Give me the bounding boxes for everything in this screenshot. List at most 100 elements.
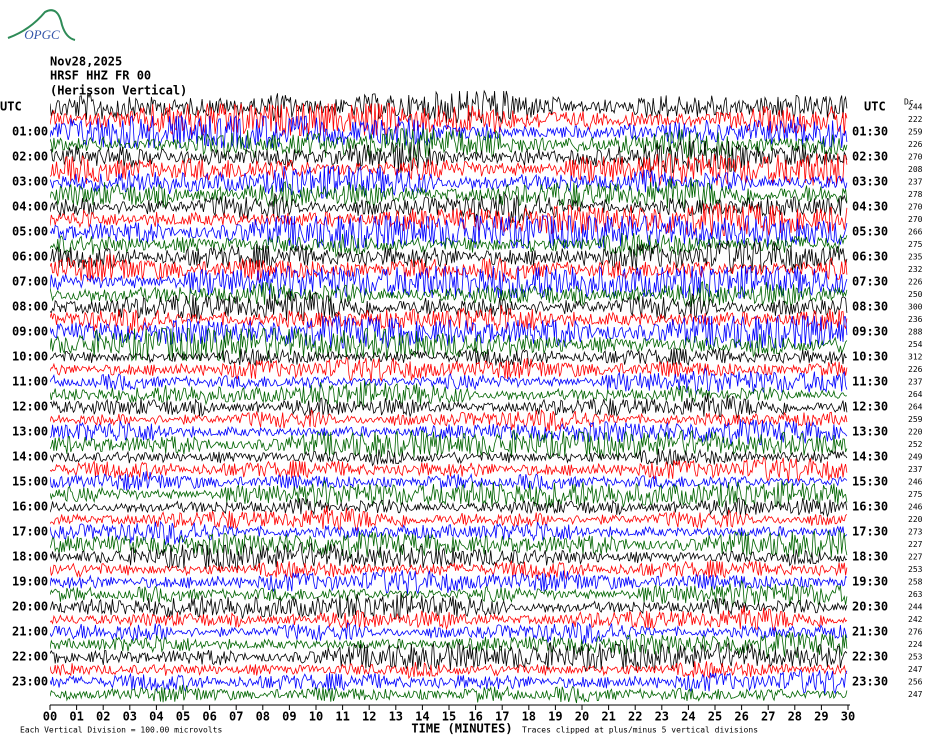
x-tick-label: 21 xyxy=(601,710,615,724)
dc-value: 300 xyxy=(908,303,923,312)
dc-value: 237 xyxy=(908,178,923,187)
dc-value: 226 xyxy=(908,365,923,374)
dc-value: 264 xyxy=(908,403,923,412)
right-time: 08:30 xyxy=(852,300,888,314)
dc-value: 250 xyxy=(908,290,923,299)
utc-left: UTC xyxy=(0,100,22,114)
left-time: 13:00 xyxy=(12,425,48,439)
station: HRSF HHZ FR 00 xyxy=(50,69,151,83)
logo: OPGC xyxy=(24,27,60,42)
seismic-trace xyxy=(50,542,848,572)
left-time: 07:00 xyxy=(12,275,48,289)
dc-value: 270 xyxy=(908,153,923,162)
seismic-trace xyxy=(50,505,848,532)
x-tick-label: 01 xyxy=(69,710,83,724)
dc-value: 232 xyxy=(908,265,923,274)
x-label: TIME (MINUTES) xyxy=(411,722,512,736)
x-tick-label: 27 xyxy=(761,710,775,724)
left-time: 10:00 xyxy=(12,350,48,364)
x-tick-label: 28 xyxy=(788,710,802,724)
left-time: 06:00 xyxy=(12,250,48,264)
seismic-trace xyxy=(50,305,848,334)
seismic-trace xyxy=(50,103,848,137)
dc-label: Dc xyxy=(904,98,914,107)
right-time: 06:30 xyxy=(852,250,888,264)
dc-value: 237 xyxy=(908,465,923,474)
x-tick-label: 07 xyxy=(229,710,243,724)
seismic-trace xyxy=(50,684,848,704)
x-tick-label: 08 xyxy=(256,710,270,724)
dc-value: 252 xyxy=(908,440,923,449)
dc-value: 266 xyxy=(908,228,923,237)
seismic-trace xyxy=(50,448,848,467)
dc-value: 312 xyxy=(908,353,923,362)
right-time: 02:30 xyxy=(852,150,888,164)
seismic-trace xyxy=(50,605,848,632)
seismic-trace xyxy=(50,559,848,580)
seismic-trace xyxy=(50,114,848,149)
right-time: 13:30 xyxy=(852,425,888,439)
dc-value: 208 xyxy=(908,165,923,174)
left-time: 01:00 xyxy=(12,125,48,139)
seismic-trace xyxy=(50,661,848,680)
right-time: 18:30 xyxy=(852,550,888,564)
right-time: 12:30 xyxy=(852,400,888,414)
seismic-trace xyxy=(50,232,848,259)
left-time: 17:00 xyxy=(12,525,48,539)
dc-value: 246 xyxy=(908,478,923,487)
right-time: 22:30 xyxy=(852,650,888,664)
dc-value: 253 xyxy=(908,565,923,574)
dc-value: 258 xyxy=(908,578,923,587)
x-tick-label: 18 xyxy=(522,710,536,724)
left-time: 18:00 xyxy=(12,550,48,564)
right-time: 04:30 xyxy=(852,200,888,214)
right-time: 14:30 xyxy=(852,450,888,464)
seismic-trace xyxy=(50,240,848,275)
location: (Herisson Vertical) xyxy=(50,84,187,98)
x-tick-label: 06 xyxy=(202,710,216,724)
seismic-trace xyxy=(50,429,848,460)
dc-value: 247 xyxy=(908,665,923,674)
dc-value: 275 xyxy=(908,490,923,499)
x-tick-label: 04 xyxy=(149,710,163,724)
right-time: 03:30 xyxy=(852,175,888,189)
dc-value: 264 xyxy=(908,390,923,399)
dc-value: 226 xyxy=(908,140,923,149)
seismic-trace xyxy=(50,280,848,308)
left-time: 23:00 xyxy=(12,675,48,689)
x-tick-label: 05 xyxy=(176,710,190,724)
left-time: 19:00 xyxy=(12,575,48,589)
x-tick-label: 16 xyxy=(468,710,482,724)
dc-value: 256 xyxy=(908,678,923,687)
dc-value: 276 xyxy=(908,628,923,637)
dc-value: 235 xyxy=(908,253,923,262)
x-tick-label: 17 xyxy=(495,710,509,724)
x-tick-label: 19 xyxy=(548,710,562,724)
x-tick-label: 26 xyxy=(734,710,748,724)
left-time: 11:00 xyxy=(12,375,48,389)
logo-mark xyxy=(7,9,76,41)
traces xyxy=(50,89,848,704)
utc-right: UTC xyxy=(864,100,886,114)
seismic-trace xyxy=(50,356,848,382)
x-tick-label: 09 xyxy=(282,710,296,724)
dc-value: 224 xyxy=(908,640,923,649)
dc-value: 244 xyxy=(908,603,923,612)
dc-value: 263 xyxy=(908,590,923,599)
x-tick-label: 02 xyxy=(96,710,110,724)
dc-value: 220 xyxy=(908,515,923,524)
seismic-trace xyxy=(50,479,848,509)
dc-value: 236 xyxy=(908,315,923,324)
dc-value: 247 xyxy=(908,690,923,699)
seismic-trace xyxy=(50,290,848,324)
dc-value: 227 xyxy=(908,553,923,562)
seismic-trace xyxy=(50,668,848,695)
dc-value: 259 xyxy=(908,415,923,424)
dc-value: 253 xyxy=(908,653,923,662)
dc-value: 242 xyxy=(908,615,923,624)
x-tick-label: 24 xyxy=(681,710,695,724)
dc-value: 275 xyxy=(908,240,923,249)
x-tick-label: 03 xyxy=(123,710,137,724)
left-time: 08:00 xyxy=(12,300,48,314)
right-time: 11:30 xyxy=(852,375,888,389)
